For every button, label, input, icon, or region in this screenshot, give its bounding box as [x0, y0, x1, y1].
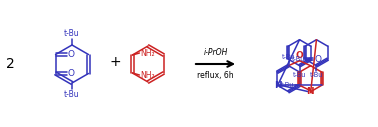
Text: t-Bu: t-Bu: [293, 72, 306, 78]
Text: NH₂: NH₂: [140, 49, 155, 58]
Text: 2: 2: [6, 57, 15, 71]
Text: t-Bu: t-Bu: [310, 72, 323, 78]
Text: O: O: [68, 69, 74, 78]
Text: t-Bu: t-Bu: [291, 56, 305, 62]
Text: t-Bu: t-Bu: [282, 54, 295, 60]
Text: O: O: [314, 55, 321, 64]
Text: t-Bu: t-Bu: [280, 82, 294, 88]
Text: i-PrOH: i-PrOH: [203, 48, 228, 57]
Text: O: O: [68, 50, 74, 59]
Text: t-Bu: t-Bu: [64, 29, 80, 38]
Text: t-Bu: t-Bu: [64, 90, 80, 99]
Text: N: N: [306, 87, 313, 96]
Text: N: N: [274, 81, 282, 90]
Text: +: +: [109, 55, 121, 69]
Text: O: O: [296, 51, 304, 60]
Text: NH₂: NH₂: [140, 70, 155, 80]
Text: reflux, 6h: reflux, 6h: [197, 71, 234, 80]
